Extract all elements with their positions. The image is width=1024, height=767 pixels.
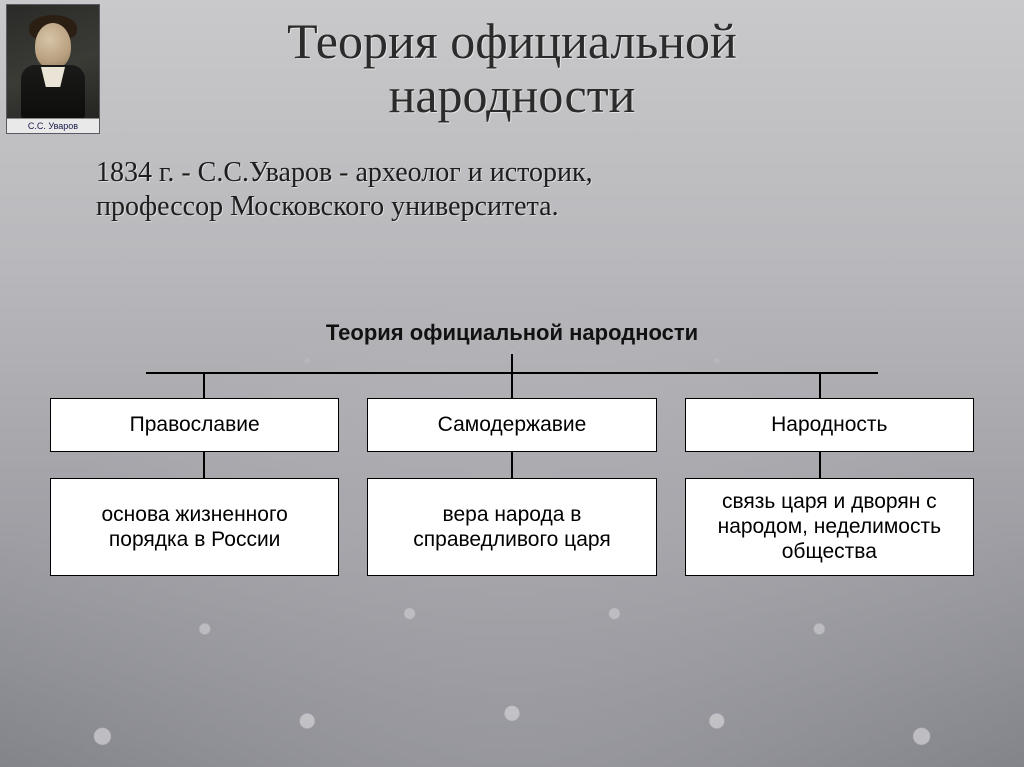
pillar-box-2: Самодержавие: [367, 398, 656, 452]
connector-mid-3: [819, 452, 821, 478]
slide-title: Теория официальной народности: [0, 14, 1024, 122]
title-line-2: народности: [389, 67, 636, 123]
connector-drop-2: [511, 372, 513, 398]
slide-subtitle: 1834 г. - С.С.Уваров - археолог и истори…: [96, 156, 616, 224]
connector-mid-1: [203, 452, 205, 478]
pillar-box-1: Православие: [50, 398, 339, 452]
diagram-row-desc: основа жизненного порядка в России вера …: [50, 478, 974, 576]
desc-box-1: основа жизненного порядка в России: [50, 478, 339, 576]
diagram-title: Теория официальной народности: [50, 320, 974, 346]
connector-stem: [511, 354, 513, 372]
connector-drop-3: [819, 372, 821, 398]
desc-box-2: вера народа в справедливого царя: [367, 478, 656, 576]
diagram-connector-top: [50, 354, 974, 398]
connector-mid-2: [511, 452, 513, 478]
title-line-1: Теория официальной: [287, 13, 737, 69]
diagram: Теория официальной народности Православи…: [50, 320, 974, 576]
slide: С.С. Уваров Теория официальной народност…: [0, 0, 1024, 767]
diagram-row-pillars: Православие Самодержавие Народность: [50, 398, 974, 452]
connector-drop-1: [203, 372, 205, 398]
diagram-connector-mid: [50, 452, 974, 478]
desc-box-3: связь царя и дворян с народом, недели­мо…: [685, 478, 974, 576]
pillar-box-3: Народность: [685, 398, 974, 452]
